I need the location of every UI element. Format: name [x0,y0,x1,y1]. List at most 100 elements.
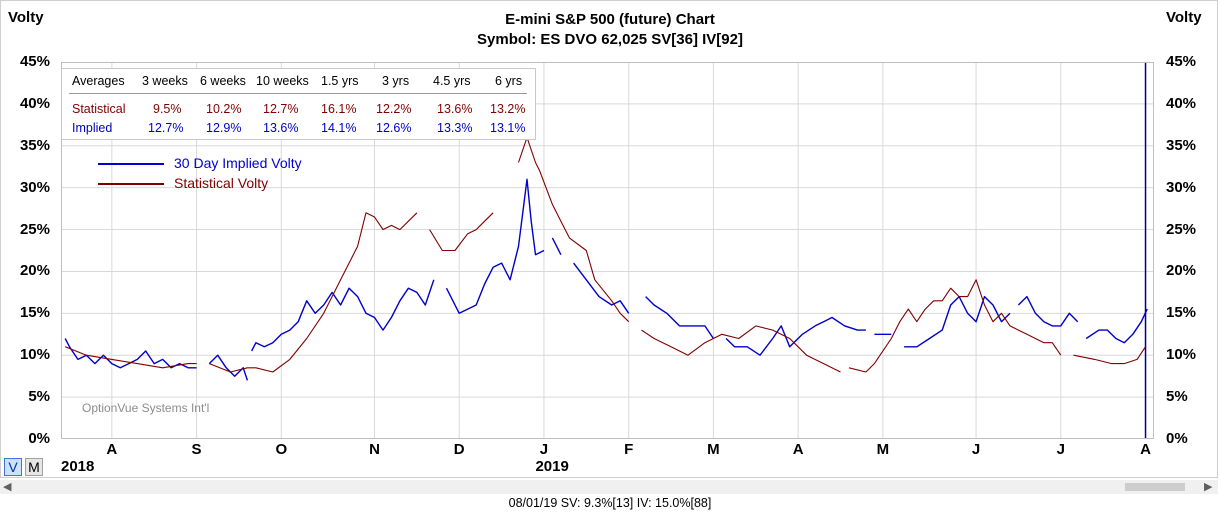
y-tick-label-left: 25% [19,220,50,238]
implied-series-segment [573,262,630,314]
legend-statistical-label: Statistical Volty [174,175,269,191]
y-tick-label-left: 0% [28,430,50,447]
y-tick-label-right: 45% [1166,53,1197,70]
col-6-yrs: 6 yrs [495,74,523,88]
watermark: OptionVue Systems Int'l [82,401,210,415]
month-tick-label: F [624,441,634,458]
implied-series-segment [64,338,197,369]
statistical-row-label: Statistical [72,102,126,116]
month-tick-label: M [876,441,890,458]
averages-divider [69,93,527,94]
y-tick-label-right: 20% [1166,262,1197,280]
y-tick-label-right: 35% [1166,136,1197,154]
col-averages: Averages [72,74,125,88]
stat-3-yrs: 12.2% [376,102,412,116]
month-tick-label: J [971,441,981,458]
m-view-button[interactable]: M [25,458,43,476]
implied-row: Implied 12.7% 12.9% 13.6% 14.1% 12.6% 13… [62,121,537,139]
statistical-series-segment [848,279,1062,373]
impl-4-5-yrs: 13.3% [437,121,473,135]
horizontal-scrollbar[interactable] [0,480,1218,494]
implied-series-segment [551,237,562,256]
implied-series-segment [1017,295,1079,327]
y-tick-label-right: 0% [1166,430,1188,447]
month-tick-label: A [792,441,804,458]
y-tick-label-left: 10% [19,346,50,364]
statistical-series-segment [209,212,418,373]
impl-6-weeks: 12.9% [206,121,242,135]
statistical-series-segment [429,212,494,252]
y-tick-label-left: 30% [19,178,50,196]
col-6-weeks: 6 weeks [200,74,246,88]
y-tick-label-right: 10% [1166,346,1197,364]
year-label: 2018 [61,458,95,475]
status-bar: 08/01/19 SV: 9.3%[13] IV: 15.0%[88] [508,496,712,510]
chart-frame [0,0,1218,478]
series-layer [64,136,1148,381]
plot-area[interactable] [61,62,1154,439]
statistical-volty-series [64,136,1146,373]
implied-series-segment [904,295,1011,348]
impl-6-yrs: 13.1% [490,121,526,135]
month-tick-label: D [453,441,465,458]
col-1-5-yrs: 1.5 yrs [321,74,359,88]
impl-10-weeks: 13.6% [263,121,299,135]
month-tick-label: A [1140,441,1151,458]
legend-implied-swatch [98,163,164,165]
stat-6-weeks: 10.2% [206,102,242,116]
month-tick-label: S [191,441,202,458]
impl-3-yrs: 12.6% [376,121,412,135]
implied-series-segment [1085,308,1148,344]
left-axis-label: Volty [8,9,44,26]
month-tick-label: N [369,441,380,458]
legend-statistical-swatch [98,183,164,185]
month-tick-label: J [1056,441,1065,458]
stat-3-weeks: 9.5% [153,102,182,116]
averages-table: Averages 3 weeks 6 weeks 10 weeks 1.5 yr… [61,68,536,140]
scroll-left-icon[interactable]: ◀ [3,481,12,493]
scroll-right-icon[interactable]: ▶ [1204,481,1213,493]
month-tick-label: O [275,441,288,458]
month-tick-label: J [539,441,549,458]
stat-1-5-yrs: 16.1% [321,102,357,116]
implied-series-segment [445,178,545,315]
col-3-yrs: 3 yrs [382,74,410,88]
implied-series-segment [208,354,249,381]
stat-10-weeks: 12.7% [263,102,299,116]
y-tick-label-right: 25% [1166,220,1197,238]
statistical-row: Statistical 9.5% 10.2% 12.7% 16.1% 12.2%… [62,102,537,120]
y-tick-label-right: 15% [1166,304,1197,322]
statistical-series-segment [517,136,630,323]
y-tick-label-left: 5% [28,388,50,406]
implied-row-label: Implied [72,121,113,135]
statistical-series-segment [64,346,197,369]
y-tick-label-left: 45% [19,53,50,70]
plot-border [61,62,1154,439]
y-tick-label-left: 35% [19,136,50,154]
y-tick-label-right: 30% [1166,178,1197,196]
implied-volty-series [64,178,1148,381]
right-axis-label: Volty [1166,9,1202,26]
stat-4-5-yrs: 13.6% [437,102,473,116]
col-10-weeks: 10 weeks [256,74,309,88]
chart-title: E-mini S&P 500 (future) Chart [505,11,715,28]
impl-3-weeks: 12.7% [148,121,184,135]
col-4-5-yrs: 4.5 yrs [433,74,471,88]
col-3-weeks: 3 weeks [142,74,188,88]
month-tick-label: M [707,441,720,458]
implied-series-segment [725,316,866,356]
scrollbar-thumb[interactable] [1125,483,1185,491]
volty-view-button[interactable]: V [4,458,22,476]
implied-series-segment [250,279,435,352]
month-tick-label: A [106,441,118,458]
chart-subtitle: Symbol: ES DVO 62,025 SV[36] IV[92] [477,31,743,48]
year-label: 2019 [535,458,569,475]
statistical-series-segment [1073,346,1146,365]
statistical-series-segment [641,325,841,373]
stat-6-yrs: 13.2% [490,102,526,116]
y-tick-label-right: 40% [1166,94,1197,112]
y-tick-label-right: 5% [1166,388,1188,406]
impl-1-5-yrs: 14.1% [321,121,357,135]
averages-header-row: Averages 3 weeks 6 weeks 10 weeks 1.5 yr… [62,74,537,92]
y-tick-label-left: 20% [19,262,50,280]
